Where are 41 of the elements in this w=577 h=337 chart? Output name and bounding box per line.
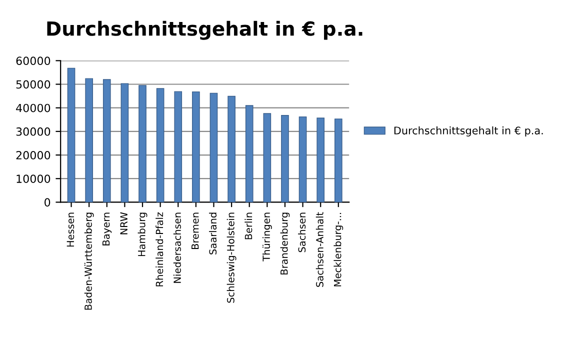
bar bbox=[156, 88, 164, 202]
x-tick-label: Baden-Württemberg bbox=[84, 212, 94, 310]
bar bbox=[245, 105, 254, 202]
y-tick-label: 60000 bbox=[16, 56, 50, 66]
x-tick-label: NRW bbox=[120, 212, 128, 234]
x-tick-label: Berlin bbox=[244, 212, 252, 240]
bar bbox=[210, 92, 218, 202]
x-tick-label: Hessen bbox=[66, 212, 74, 247]
bar bbox=[85, 78, 93, 202]
chart-title: Durchschnittsgehalt in € p.a. bbox=[47, 20, 362, 40]
bar bbox=[334, 118, 342, 202]
bar bbox=[281, 115, 289, 202]
x-tick-label: Saarland bbox=[209, 212, 217, 254]
x-tick-label: Bayern bbox=[102, 212, 112, 246]
bar bbox=[138, 85, 146, 202]
bar bbox=[102, 79, 111, 202]
x-tick-label: Brandenburg bbox=[280, 212, 290, 274]
y-tick-label: 20000 bbox=[16, 150, 50, 160]
x-tick-label: Sachsen bbox=[298, 212, 306, 252]
bar bbox=[174, 91, 182, 202]
bar bbox=[120, 83, 129, 202]
legend-label: Durchschnittsgehalt in € p.a. bbox=[394, 126, 543, 136]
bar bbox=[192, 91, 200, 202]
x-tick-label: Thüringen bbox=[262, 212, 272, 262]
x-tick-label: Mecklenburg-... bbox=[334, 212, 344, 286]
bar bbox=[263, 113, 272, 202]
y-tick-label: 30000 bbox=[16, 127, 50, 136]
x-tick-label: Hamburg bbox=[138, 212, 148, 256]
x-tick-label: Schleswig-Holstein bbox=[226, 212, 236, 303]
x-tick-label: Sachsen-Anhalt bbox=[316, 212, 324, 287]
bar bbox=[67, 68, 76, 202]
x-tick-label: Rheinland-Pfalz bbox=[156, 212, 164, 286]
x-tick-label: Bremen bbox=[192, 212, 199, 250]
x-tick-label: Niedersachsen bbox=[173, 212, 181, 283]
bar bbox=[298, 116, 307, 202]
y-tick-label: 50000 bbox=[16, 80, 50, 89]
bar bbox=[228, 96, 236, 202]
y-tick-label: 0 bbox=[44, 198, 50, 207]
bar bbox=[316, 118, 325, 202]
y-tick-label: 40000 bbox=[16, 104, 50, 112]
y-tick-label: 10000 bbox=[16, 174, 50, 183]
